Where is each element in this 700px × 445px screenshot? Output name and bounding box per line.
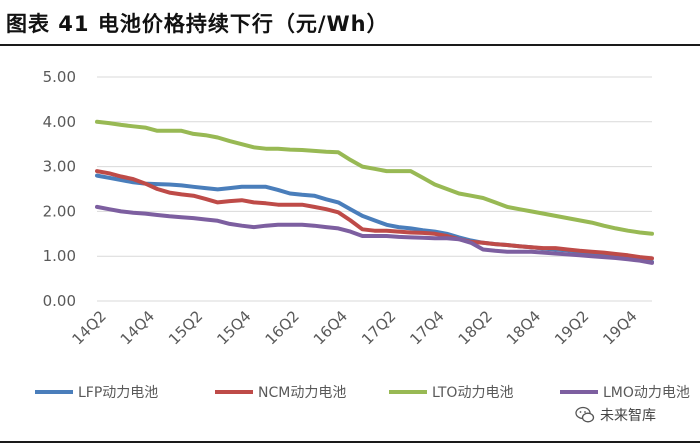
x-tick-label: 16Q2 — [262, 307, 303, 348]
line-chart: 5.00 4.00 3.00 2.00 1.00 0.00 14Q2 14Q4 15Q2 15Q… — [35, 68, 690, 401]
title-bar: 图表 41 电池价格持续下行（元/Wh） — [0, 0, 700, 44]
x-tick-label: 18Q4 — [503, 307, 544, 348]
x-tick-label: 16Q4 — [310, 307, 351, 348]
legend-label: LFP动力电池 — [78, 385, 158, 401]
title-divider — [0, 44, 700, 46]
y-tick-label: 3.00 — [43, 158, 76, 176]
legend-label: NCM动力电池 — [258, 385, 346, 401]
series-line-4 — [95, 204, 654, 265]
series-line-2 — [95, 169, 654, 261]
legend-label: LTO动力电池 — [432, 385, 513, 401]
gridlines — [97, 76, 652, 302]
x-tick-label: 17Q4 — [406, 307, 447, 348]
series-line-3 — [95, 119, 654, 236]
x-tick-label: 17Q2 — [358, 307, 399, 348]
x-axis-ticks: 14Q2 14Q4 15Q2 15Q4 16Q2 16Q4 17Q2 17Q4 18Q2 18Q4… — [69, 307, 641, 348]
legend-label: LMO动力电池 — [603, 385, 690, 401]
series-lines — [95, 119, 654, 265]
y-tick-label: 4.00 — [43, 113, 76, 131]
wechat-icon — [575, 406, 595, 423]
x-tick-label: 15Q2 — [165, 307, 206, 348]
bottom-divider — [0, 441, 700, 443]
watermark-text: 未来智库 — [600, 408, 656, 424]
y-tick-label: 5.00 — [43, 68, 76, 86]
y-tick-label: 0.00 — [43, 292, 76, 310]
y-tick-label: 2.00 — [43, 202, 76, 220]
x-tick-label: 18Q2 — [455, 307, 496, 348]
x-tick-label: 15Q4 — [213, 307, 254, 348]
x-tick-label: 14Q4 — [117, 307, 158, 348]
x-tick-label: 19Q2 — [551, 307, 592, 348]
x-tick-label: 14Q2 — [69, 307, 110, 348]
y-axis-ticks: 5.00 4.00 3.00 2.00 1.00 0.00 — [43, 68, 76, 310]
watermark: 未来智库 — [575, 404, 656, 426]
x-tick-label: 19Q4 — [599, 307, 640, 348]
chart-title: 图表 41 电池价格持续下行（元/Wh） — [6, 12, 389, 36]
legend: LFP动力电池 NCM动力电池 LTO动力电池 LMO动力电池 — [35, 385, 690, 401]
y-tick-label: 1.00 — [43, 247, 76, 265]
